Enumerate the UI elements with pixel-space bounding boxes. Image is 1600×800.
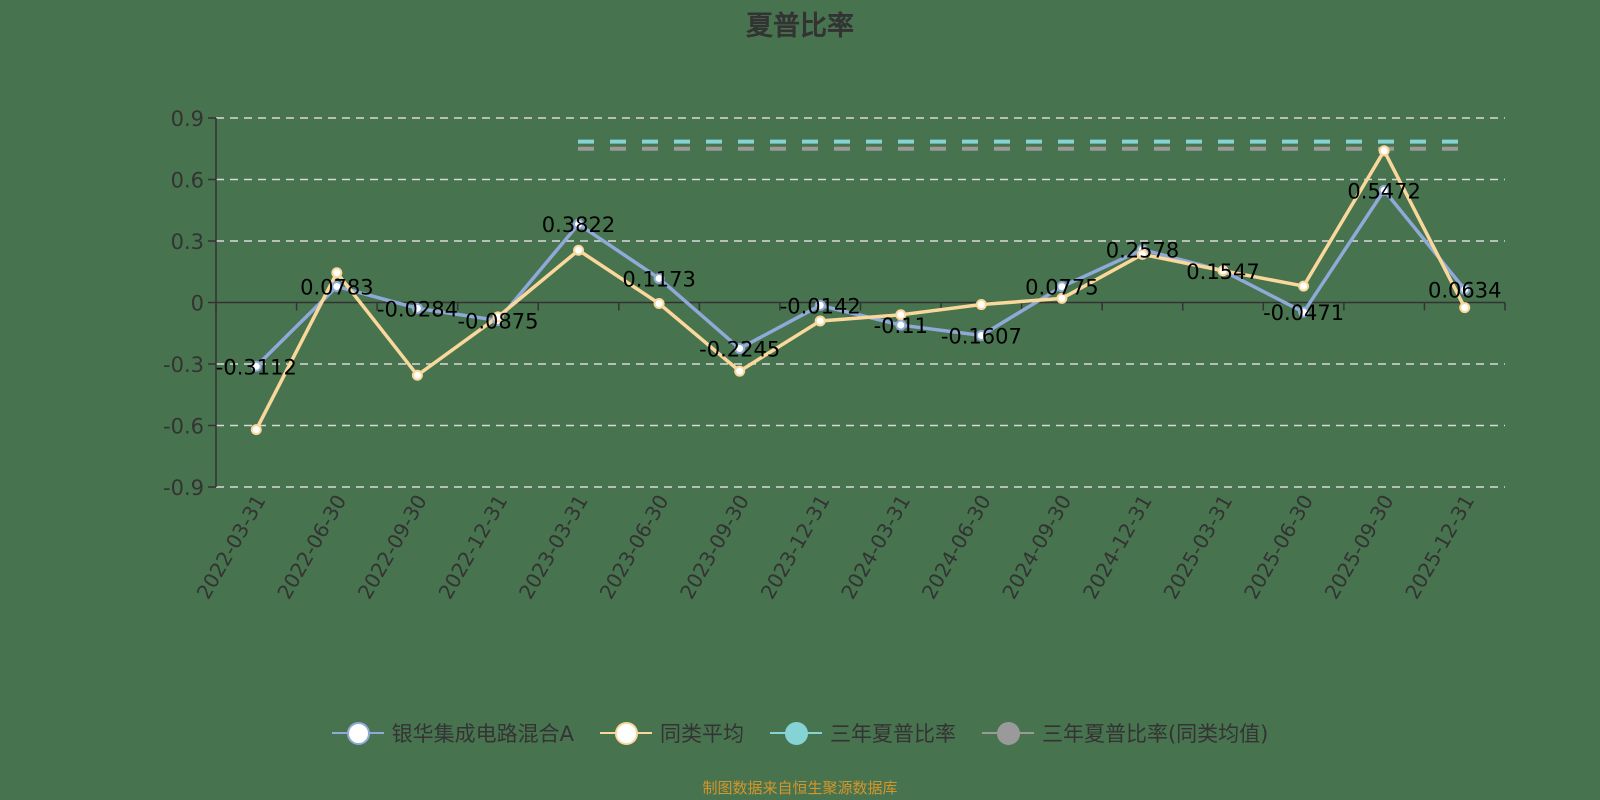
x-tick-label: 2023-12-31: [756, 491, 835, 604]
legend-item[interactable]: 同类平均: [599, 718, 744, 748]
legend-marker-icon: [331, 721, 384, 745]
x-tick-label: 2023-03-31: [514, 491, 593, 604]
y-tick-label: -0.9: [163, 476, 204, 500]
data-source-note: 制图数据来自恒生聚源数据库: [702, 779, 898, 797]
data-label: 0.1547: [1186, 260, 1259, 284]
peer-data-point: [895, 309, 907, 321]
data-label: 0.0634: [1428, 279, 1501, 303]
fund-data-point: [331, 280, 343, 292]
data-label: -0.2245: [699, 338, 780, 362]
peer-data-point: [250, 424, 262, 436]
peer-data-point: [411, 369, 423, 381]
data-label: 0.0775: [1025, 276, 1098, 300]
fund-data-point: [1459, 284, 1471, 296]
data-label: 0.2578: [1106, 239, 1179, 263]
peer-data-point: [1217, 265, 1229, 277]
fund-data-point: [1378, 184, 1390, 196]
x-tick-label: 2024-03-31: [836, 491, 915, 604]
peer-data-point: [653, 298, 665, 310]
y-tick-label: -0.6: [163, 415, 204, 439]
legend-item[interactable]: 银华集成电路混合A: [331, 718, 574, 748]
fund-data-point: [1298, 306, 1310, 318]
data-label: 0.0783: [300, 275, 373, 299]
fund-data-point: [734, 343, 746, 355]
peer-data-point: [734, 365, 746, 377]
chart-title: 夏普比率: [746, 11, 854, 42]
x-tick-label: 2025-03-31: [1158, 491, 1237, 604]
x-tick-label: 2022-03-31: [192, 491, 271, 604]
x-tick-label: 2022-06-30: [272, 491, 351, 604]
x-tick-label: 2024-09-30: [997, 491, 1076, 604]
peer-data-point: [331, 267, 343, 279]
y-tick-label: 0: [191, 292, 204, 316]
x-tick-label: 2025-09-30: [1320, 491, 1399, 604]
data-label: -0.0875: [457, 309, 538, 333]
peer-data-point: [1136, 248, 1148, 260]
legend-label: 三年夏普比率: [829, 722, 956, 746]
legend-label: 银华集成电路混合A: [391, 722, 574, 746]
peer-data-point: [1056, 292, 1068, 304]
x-tick-label: 2022-12-31: [433, 491, 512, 604]
peer-average-line: [254, 147, 1467, 431]
data-label: 0.1173: [622, 267, 695, 291]
y-tick-label: 0.3: [171, 230, 204, 254]
peer-data-point: [814, 315, 826, 327]
fund-sharpe-line: [255, 187, 1467, 368]
x-tick-label: 2023-09-30: [675, 491, 754, 604]
legend-item[interactable]: 三年夏普比率(同类均值): [981, 718, 1269, 748]
fund-data-point: [250, 360, 262, 372]
peer-data-point: [573, 244, 585, 256]
legend: 银华集成电路混合A 同类平均 三年夏普比率 三年夏普比率(同类均值): [0, 718, 1600, 748]
fund-data-point: [814, 299, 826, 311]
legend-marker-icon: [599, 721, 652, 745]
fund-data-point: [975, 329, 987, 341]
peer-data-point: [1378, 145, 1390, 157]
data-label: -0.0471: [1263, 301, 1344, 325]
fund-data-point: [895, 319, 907, 331]
x-tick-label: 2025-06-30: [1239, 491, 1318, 604]
data-label: -0.0142: [780, 294, 861, 318]
data-label: -0.3112: [216, 355, 297, 379]
fund-data-point: [1056, 281, 1068, 293]
legend-item[interactable]: 三年夏普比率: [769, 718, 956, 748]
legend-label: 同类平均: [659, 722, 744, 746]
x-tick-label: 2024-06-30: [917, 491, 996, 604]
x-tick-label: 2024-12-31: [1078, 491, 1157, 604]
x-tick-label: 2022-09-30: [353, 491, 432, 604]
peer-data-point: [492, 311, 504, 323]
fund-data-point: [573, 218, 585, 230]
data-label: -0.11: [874, 314, 928, 338]
data-label: 0.5472: [1347, 179, 1420, 203]
y-tick-label: 0.6: [171, 169, 204, 193]
data-label: 0.3822: [542, 213, 615, 237]
data-label: -0.1607: [941, 324, 1022, 348]
peer-data-point: [1459, 302, 1471, 314]
peer-data-point: [975, 299, 987, 311]
y-tick-label: -0.3: [163, 353, 204, 377]
fund-data-point: [411, 302, 423, 314]
legend-marker-icon: [769, 721, 822, 745]
peer-data-point: [1298, 280, 1310, 292]
legend-label: 三年夏普比率(同类均值): [1041, 722, 1269, 746]
x-tick-label: 2025-12-31: [1400, 491, 1479, 604]
x-tick-label: 2023-06-30: [595, 491, 674, 604]
legend-marker-icon: [981, 721, 1034, 745]
y-tick-label: 0.9: [171, 107, 204, 131]
data-label: -0.0284: [377, 297, 458, 321]
fund-data-point: [653, 272, 665, 284]
